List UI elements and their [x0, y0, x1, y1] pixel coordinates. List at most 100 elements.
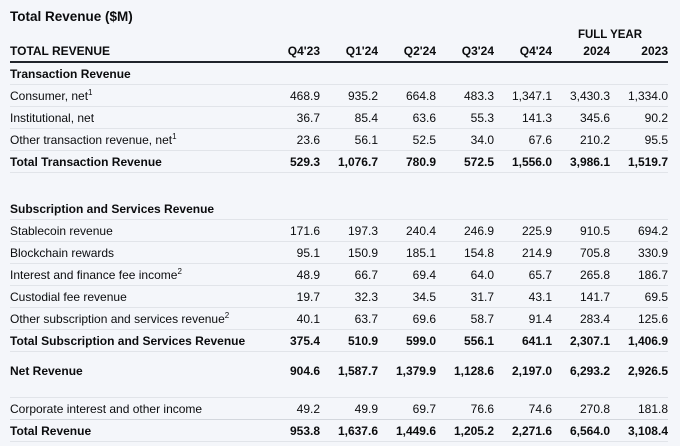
cell-value: 69.5: [644, 289, 668, 304]
cell-value: 76.6: [470, 401, 494, 416]
section-gap: [10, 173, 668, 198]
full-year-label: FULL YEAR: [577, 29, 643, 41]
table-row: Total Subscription and Services Revenue …: [10, 330, 668, 352]
cell-value: 141.3: [521, 110, 552, 125]
cell-value: 6,564.0: [569, 423, 610, 438]
cell-value: 32.3: [354, 289, 378, 304]
table-row: Blockchain rewards 95.1 150.9 185.1 154.…: [10, 242, 668, 264]
header-col: 2024: [583, 44, 610, 58]
cell-value: 154.8: [463, 245, 494, 260]
cell-value: 23.6: [296, 132, 320, 147]
cell-value: 52.5: [412, 132, 436, 147]
cell-value: 1,205.2: [453, 423, 494, 438]
table-row: Interest and finance fee income2 48.9 66…: [10, 264, 668, 286]
row-label: Custodial fee revenue: [10, 289, 127, 304]
table-row: Corporate interest and other income 49.2…: [10, 398, 668, 420]
cell-value: 69.6: [412, 311, 436, 326]
cell-value: 572.5: [463, 154, 494, 169]
header-col: Q3'24: [461, 44, 494, 58]
cell-value: 67.6: [528, 132, 552, 147]
cell-value: 556.1: [463, 333, 494, 348]
row-label: Total Transaction Revenue: [10, 154, 162, 169]
row-label: Interest and finance fee income: [10, 267, 178, 282]
row-label: Corporate interest and other income: [10, 401, 203, 416]
cell-value: 664.8: [405, 88, 436, 103]
cell-value: 63.7: [354, 311, 378, 326]
table-row: Transaction Revenue: [10, 63, 668, 85]
cell-value: 74.6: [528, 401, 552, 416]
cell-value: 210.2: [579, 132, 610, 147]
cell-value: 181.8: [637, 401, 668, 416]
table-row: Stablecoin revenue 171.6 197.3 240.4 246…: [10, 220, 668, 242]
cell-value: 270.8: [579, 401, 610, 416]
cell-value: 1,519.7: [627, 154, 668, 169]
cell-value: 1,449.6: [395, 423, 436, 438]
cell-value: 705.8: [579, 245, 610, 260]
cell-value: 40.1: [296, 311, 320, 326]
cell-value: 246.9: [463, 223, 494, 238]
cell-value: 49.2: [296, 401, 320, 416]
cell-value: 58.7: [470, 311, 494, 326]
cell-value: 91.4: [528, 311, 552, 326]
revenue-table: FULL YEAR TOTAL REVENUE Q4'23 Q1'24 Q2'2…: [0, 24, 680, 442]
cell-value: 953.8: [289, 423, 320, 438]
table-row: Institutional, net 36.7 85.4 63.6 55.3 1…: [10, 107, 668, 129]
cell-value: 330.9: [637, 245, 668, 260]
cell-value: 510.9: [347, 333, 378, 348]
cell-value: 49.9: [354, 401, 378, 416]
table-row: Custodial fee revenue 19.7 32.3 34.5 31.…: [10, 286, 668, 308]
cell-value: 66.7: [354, 267, 378, 282]
row-label: Other subscription and services revenue: [10, 311, 225, 326]
cell-value: 283.4: [579, 311, 610, 326]
cell-value: 483.3: [463, 88, 494, 103]
cell-value: 468.9: [289, 88, 320, 103]
cell-value: 69.4: [412, 267, 436, 282]
cell-value: 43.1: [528, 289, 552, 304]
cell-value: 55.3: [470, 110, 494, 125]
cell-value: 95.1: [296, 245, 320, 260]
cell-value: 1,347.1: [511, 88, 552, 103]
row-label: Total Subscription and Services Revenue: [10, 333, 246, 348]
row-label: Other transaction revenue, net: [10, 132, 173, 147]
cell-value: 85.4: [354, 110, 378, 125]
row-label: Total Revenue: [10, 423, 92, 438]
cell-value: 1,406.9: [627, 333, 668, 348]
cell-value: 36.7: [296, 110, 320, 125]
cell-value: 240.4: [405, 223, 436, 238]
row-label: Subscription and Services Revenue: [10, 201, 215, 216]
cell-value: 780.9: [405, 154, 436, 169]
cell-value: 694.2: [637, 223, 668, 238]
cell-value: 3,986.1: [569, 154, 610, 169]
table-row: Net Revenue 904.6 1,587.7 1,379.9 1,128.…: [10, 360, 668, 382]
cell-value: 1,128.6: [453, 364, 494, 378]
cell-value: 1,556.0: [511, 154, 552, 169]
cell-value: 529.3: [289, 154, 320, 169]
cell-value: 2,271.6: [511, 423, 552, 438]
header-col: Q1'24: [345, 44, 378, 58]
cell-value: 375.4: [289, 333, 320, 348]
cell-value: 34.5: [412, 289, 436, 304]
table-row: Consumer, net1 468.9 935.2 664.8 483.3 1…: [10, 85, 668, 107]
cell-value: 186.7: [637, 267, 668, 282]
table-row: Total Transaction Revenue 529.3 1,076.7 …: [10, 151, 668, 173]
cell-value: 345.6: [579, 110, 610, 125]
footnote-marker: 2: [224, 310, 230, 320]
cell-value: 56.1: [354, 132, 378, 147]
cell-value: 3,430.3: [569, 88, 610, 103]
cell-value: 910.5: [579, 223, 610, 238]
cell-value: 64.0: [470, 267, 494, 282]
cell-value: 1,587.7: [337, 364, 378, 378]
cell-value: 69.7: [412, 401, 436, 416]
cell-value: 1,334.0: [627, 88, 668, 103]
cell-value: 150.9: [347, 245, 378, 260]
cell-value: 2,307.1: [569, 333, 610, 348]
cell-value: 641.1: [521, 333, 552, 348]
cell-value: 171.6: [289, 223, 320, 238]
header-col: Q4'23: [287, 44, 320, 58]
cell-value: 34.0: [470, 132, 494, 147]
cell-value: 197.3: [347, 223, 378, 238]
row-label: Institutional, net: [10, 110, 95, 125]
cell-value: 599.0: [405, 333, 436, 348]
cell-value: 225.9: [521, 223, 552, 238]
